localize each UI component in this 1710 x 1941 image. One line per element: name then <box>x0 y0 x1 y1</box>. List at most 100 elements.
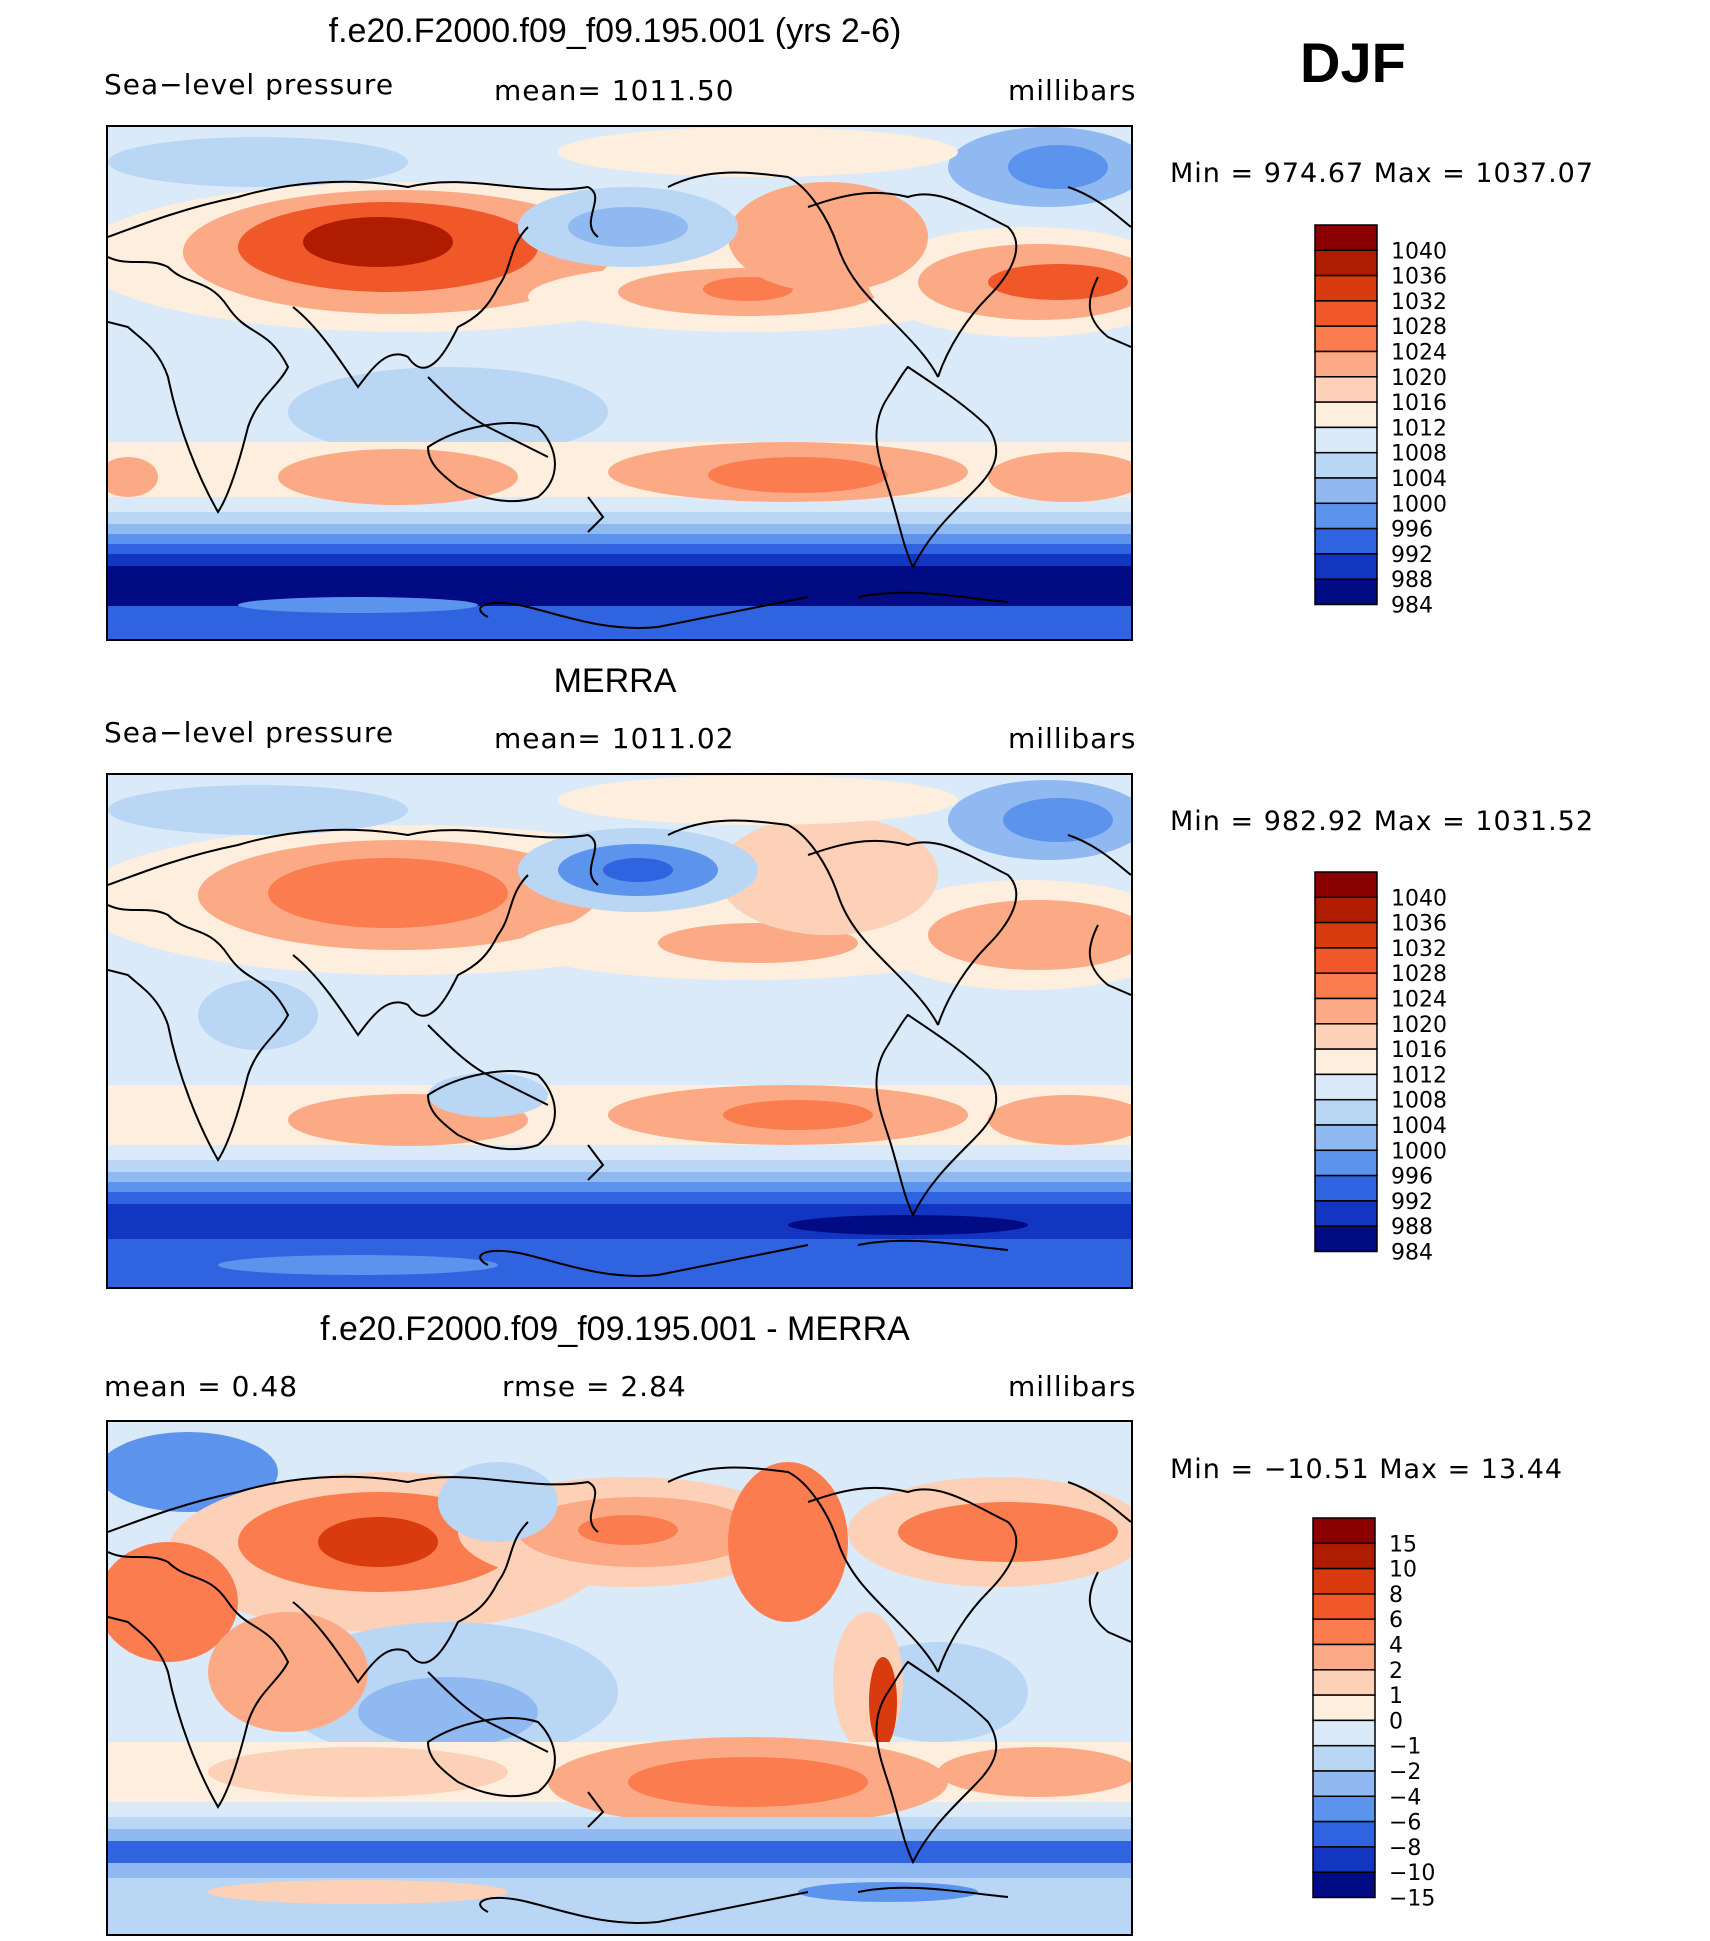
map-2-field <box>108 1172 1131 1182</box>
map-2-field <box>723 1100 873 1130</box>
colorbar-3-swatch <box>1312 1542 1376 1570</box>
colorbar-3-swatch <box>1312 1593 1376 1620</box>
colorbar-3-tick-label: 2 <box>1389 1659 1403 1684</box>
map-3-field <box>358 1677 538 1747</box>
map-1-field <box>108 137 408 187</box>
colorbar-2-tick-label: 1024 <box>1391 988 1447 1013</box>
map-1-coastlines <box>108 171 1131 629</box>
colorbar-2-tick-label: 1000 <box>1391 1139 1447 1164</box>
panel-1-variable-label: Sea−level pressure <box>104 68 395 101</box>
map-2-field <box>988 1095 1131 1145</box>
colorbar-3-tick-label: −2 <box>1389 1760 1421 1785</box>
colorbar-1-tick-label: 1036 <box>1391 265 1447 290</box>
panel-3-colorbar: 15 10 8 6 4 2 1 0 −1 −2 −4 −6 −8 −10 −15 <box>1312 1517 1463 1923</box>
map-1-field <box>108 524 1131 534</box>
colorbar-1-swatch <box>1314 350 1378 378</box>
colorbar-3-tick-label: 15 <box>1389 1532 1417 1557</box>
map-1-field <box>278 449 518 505</box>
colorbar-1-swatch <box>1314 274 1378 302</box>
colorbar-3-tick-label: 8 <box>1389 1583 1403 1608</box>
map-3-field <box>208 1612 368 1732</box>
colorbar-3-swatch <box>1312 1643 1376 1671</box>
map-3-field <box>108 1841 1131 1863</box>
colorbar-1-swatch <box>1314 249 1378 277</box>
panel-1-minmax-label: Min = 974.67 Max = 1037.07 <box>1170 158 1595 189</box>
colorbar-3-tick-label: −15 <box>1389 1887 1435 1912</box>
map-1-field <box>558 127 958 177</box>
map-2-field <box>108 1160 1131 1172</box>
colorbar-3-swatch <box>1312 1770 1376 1798</box>
map-2-field <box>198 980 318 1050</box>
colorbar-1-svg: 1040103610321028102410201016101210081004… <box>1314 224 1447 619</box>
colorbar-3-tick-label: −10 <box>1389 1861 1435 1886</box>
map-1-field <box>108 606 1131 639</box>
map-3-field <box>108 1817 1131 1829</box>
map-3-field <box>578 1515 678 1545</box>
map-2-field <box>268 858 508 928</box>
colorbar-3-tick-label: 0 <box>1389 1709 1403 1734</box>
colorbar-2-tick-label: 992 <box>1391 1190 1433 1215</box>
colorbar-2-swatch <box>1314 997 1378 1025</box>
colorbar-2-tick-label: 1032 <box>1391 937 1447 962</box>
colorbar-1-tick-label: 1032 <box>1391 290 1447 315</box>
map-1-field <box>238 597 478 613</box>
map-1-field <box>108 512 1131 524</box>
map-2-coastlines <box>108 819 1131 1277</box>
panel-2-mean-label: mean= 1011.02 <box>494 722 735 755</box>
panel-2-map <box>106 773 1133 1289</box>
colorbar-1-swatch <box>1314 224 1378 252</box>
map-1-field <box>108 534 1131 544</box>
colorbar-3-tick-label: 10 <box>1389 1558 1417 1583</box>
colorbar-2-tick-label: 1012 <box>1391 1063 1447 1088</box>
map-3-field <box>798 1882 978 1902</box>
colorbar-2-tick-label: 996 <box>1391 1165 1433 1190</box>
colorbar-1-swatch <box>1314 325 1378 353</box>
map-1-field <box>988 452 1131 502</box>
colorbar-2-swatch <box>1314 1098 1378 1126</box>
colorbar-3-swatch <box>1312 1517 1376 1545</box>
panel-2-colorbar: 1040 1036 1032 1028 1024 1020 1016 1012 1008 1004… <box>1314 871 1465 1277</box>
map-1-field <box>568 207 688 247</box>
map-1-field <box>108 566 1131 606</box>
colorbar-2-tick-label: 1008 <box>1391 1089 1447 1114</box>
colorbar-2-swatch <box>1314 1124 1378 1152</box>
map-3-field <box>208 1880 508 1904</box>
colorbar-3-tick-label: −1 <box>1389 1735 1421 1760</box>
map-1-field <box>108 457 158 497</box>
colorbar-3-tick-label: −4 <box>1389 1785 1421 1810</box>
colorbar-2-swatch <box>1314 1048 1378 1076</box>
map-3-field <box>728 1462 848 1622</box>
colorbar-2-swatch <box>1314 1174 1378 1202</box>
map-3-field <box>438 1462 558 1542</box>
colorbar-3-tick-label: −6 <box>1389 1811 1421 1836</box>
colorbar-1-swatch <box>1314 553 1378 580</box>
panel-2-title: MERRA <box>553 662 677 700</box>
colorbar-3-swatch <box>1312 1694 1376 1722</box>
colorbar-2-tick-label: 1020 <box>1391 1013 1447 1038</box>
map-3-field <box>108 1863 1131 1878</box>
colorbar-2-swatch <box>1314 896 1378 924</box>
colorbar-1-swatch <box>1314 502 1378 530</box>
panel-3-units-label: millibars <box>1008 1370 1137 1403</box>
colorbar-3-swatch <box>1312 1820 1376 1848</box>
map-1-field <box>108 554 1131 566</box>
map-1-field <box>728 182 928 292</box>
colorbar-2-tick-label: 1036 <box>1391 912 1447 937</box>
colorbar-3-swatch <box>1312 1618 1376 1646</box>
colorbar-2-tick-label: 984 <box>1391 1241 1433 1266</box>
map-3-field <box>318 1517 438 1567</box>
panel-1-title: f.e20.F2000.f09_f09.195.001 (yrs 2-6) <box>328 12 902 50</box>
colorbar-1-tick-label: 1012 <box>1391 416 1447 441</box>
colorbar-2-swatch <box>1314 1225 1378 1253</box>
colorbar-3-swatch <box>1312 1846 1376 1873</box>
colorbar-2-swatch <box>1314 1200 1378 1227</box>
colorbar-3-swatch <box>1312 1567 1376 1595</box>
colorbar-1-swatch <box>1314 426 1378 454</box>
colorbar-2-swatch <box>1314 921 1378 949</box>
season-label: DJF <box>1300 31 1406 94</box>
map-3-field <box>938 1747 1131 1797</box>
colorbar-3-tick-label: 1 <box>1389 1684 1403 1709</box>
map-2-field <box>928 900 1131 970</box>
colorbar-2-swatch <box>1314 1149 1378 1177</box>
map-1-field <box>108 544 1131 554</box>
